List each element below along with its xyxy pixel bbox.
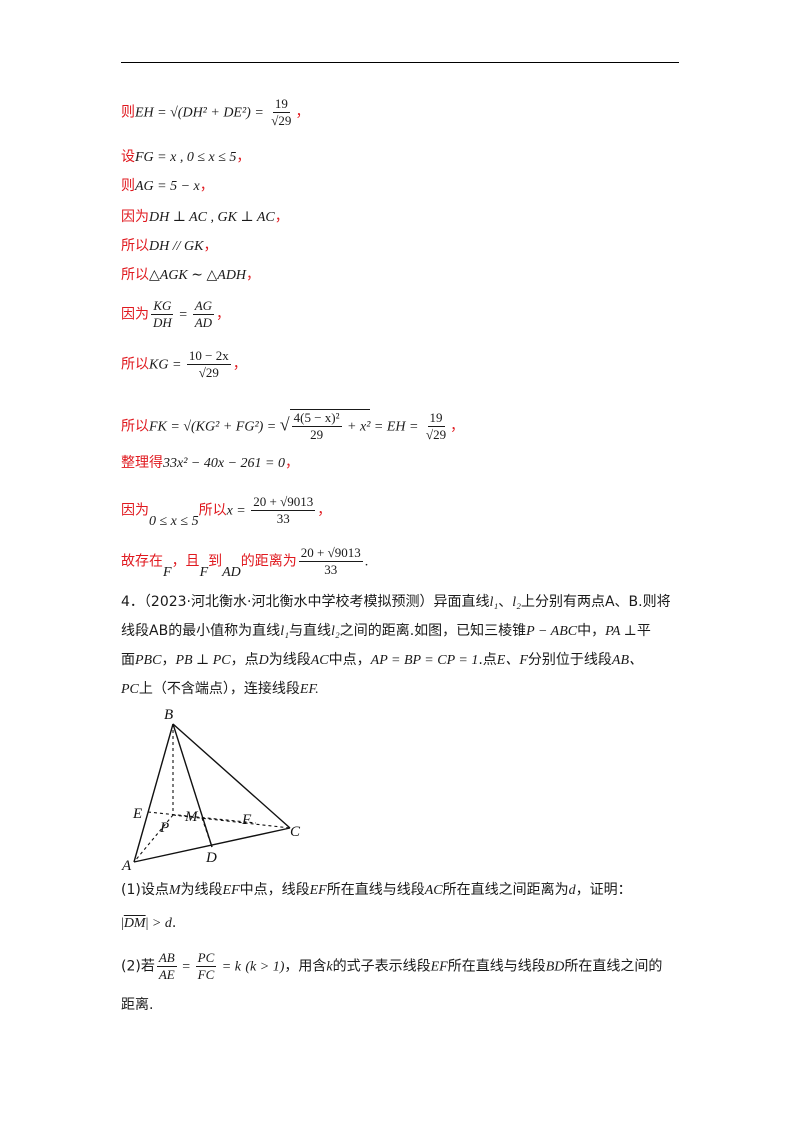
segment-ef (147, 811, 257, 824)
step-conclusion: 故存在F，且F到AD的距离为 20 + √9013 33. (121, 545, 369, 580)
fraction: 19 √29 (271, 96, 292, 128)
step-kg: 所以KG = 10 − 2x √29， (121, 348, 247, 380)
step-eh: 则EH = √(DH² + DE²) = 19 √29， (121, 96, 310, 128)
label-c: C (290, 824, 301, 840)
label-f: F (241, 812, 252, 828)
fraction: AB AE (156, 950, 177, 982)
step-fk: 所以FK = √(KG² + FG²) = √ 4(5 − x)² 29 + x² … (121, 409, 465, 443)
step-parallel: 所以DH // GK， (121, 238, 218, 254)
segment-dm (201, 817, 213, 848)
label-m: M (184, 809, 199, 825)
step-solve-x: 因为0 ≤ x ≤ 5所以x = 20 + √9013 33， (121, 494, 332, 529)
fraction: 20 + √9013 33 (251, 494, 316, 526)
step-ag: 则AG = 5 − x， (121, 178, 214, 194)
fraction: 20 + √9013 33 (298, 545, 363, 577)
edge-pa (133, 814, 174, 863)
question-2: (2)若 AB AE = PC FC = k (k > 1)，用含k的式子表示线段EF… (121, 950, 663, 1013)
fraction: AG AD (192, 298, 215, 330)
header-rule (121, 62, 679, 63)
fraction: 19 √29 (425, 410, 447, 442)
step-perp: 因为DH ⊥ AC , GK ⊥ AC， (121, 209, 289, 225)
step-set-fg: 设FG = x , 0 ≤ x ≤ 5， (121, 149, 251, 165)
radical: 4(5 − x)² 29 + x² (289, 409, 371, 443)
tetrahedron-figure: B E M P F C A D (121, 707, 301, 872)
fraction: KG DH (151, 298, 174, 330)
problem-statement: 4．（2023·河北衡水·河北衡水中学校考模拟预测）异面直线l₁、l₂上分别有两… (121, 594, 671, 697)
label-e: E (132, 806, 142, 822)
label-a: A (121, 858, 132, 872)
label-p: P (159, 820, 169, 836)
step-quadratic: 整理得33x² − 40x − 261 = 0， (121, 455, 299, 471)
label-d: D (205, 850, 217, 866)
step-similar: 所以△AGK ∼ △ADH， (121, 267, 261, 283)
fraction: 4(5 − x)² 29 (291, 410, 342, 442)
label-b: B (164, 707, 173, 723)
edge-bc (172, 723, 291, 829)
step-ratio: 因为 KG DH = AG AD， (121, 298, 231, 330)
fraction: 10 − 2x √29 (186, 348, 231, 380)
question-1: (1)设点M为线段EF中点，线段EF所在直线与线段AC所在直线之间距离为d，证明… (121, 882, 632, 931)
edge-bd (172, 723, 213, 848)
fraction: PC FC (195, 950, 217, 982)
edge-ba (133, 723, 174, 863)
edge-pc (172, 814, 291, 829)
